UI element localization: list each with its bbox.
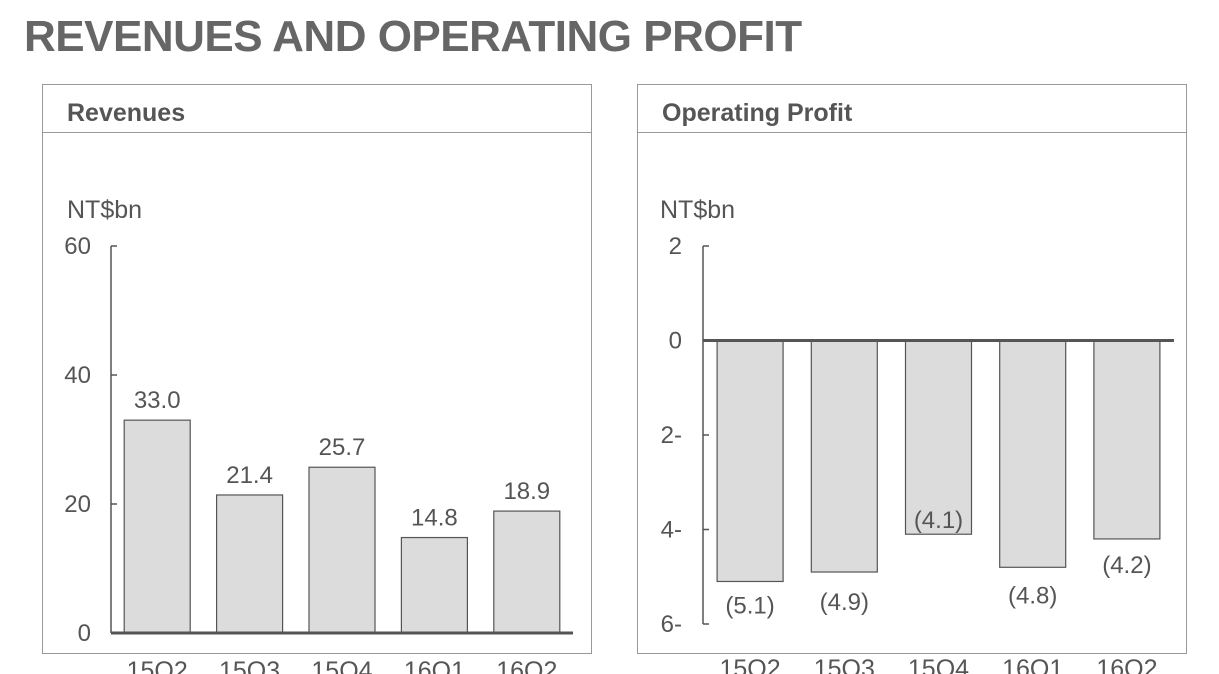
data-label: 25.7 (319, 434, 366, 461)
operating-profit-panel: Operating Profit NT$bn 2 0 2- 4- 6- (5.1) 15Q2 (… (637, 84, 1187, 674)
x-category-label: 15Q2 (127, 657, 188, 674)
data-label: (4.9) (820, 589, 869, 616)
y-tick-label: 2- (661, 422, 682, 449)
y-tick-label: 6- (661, 611, 682, 638)
data-label: (4.2) (1102, 552, 1151, 579)
bar-15Q2 (716, 339, 784, 583)
bar-16Q2 (1093, 339, 1161, 540)
bar-16Q1 (999, 339, 1067, 568)
page-title: REVENUES AND OPERATING PROFIT (24, 12, 802, 61)
x-category-label: 15Q4 (908, 655, 969, 674)
y-axis-unit-label: NT$bn (67, 196, 142, 224)
bar-15Q3 (216, 494, 284, 634)
data-label: (4.8) (1008, 582, 1057, 609)
x-category-label: 15Q2 (720, 655, 781, 674)
bar-15Q4 (308, 466, 376, 634)
y-axis-unit-label: NT$bn (660, 196, 735, 224)
y-tick-label: 20 (64, 491, 91, 518)
y-tick-label: 2 (669, 233, 682, 260)
revenues-chart-area: NT$bn 0 20 40 60 33.0 15Q2 21.4 15Q3 25.7 15Q4 14.8… (43, 133, 591, 674)
data-label: 33.0 (134, 387, 181, 414)
bar-16Q1 (400, 536, 468, 634)
x-category-label: 15Q4 (311, 657, 372, 674)
y-tick-label: 0 (669, 328, 682, 355)
revenues-chart-title: Revenues (43, 85, 591, 133)
revenues-panel: Revenues NT$bn 0 20 40 60 33.0 15Q2 21.4 15Q3 25.… (42, 84, 592, 674)
data-label: 18.9 (503, 478, 550, 505)
y-tick-label: 40 (64, 362, 91, 389)
y-tick-label: 4- (661, 517, 682, 544)
operating-profit-chart-title: Operating Profit (638, 85, 1186, 133)
bar-15Q4 (904, 339, 973, 535)
data-label: (5.1) (725, 592, 774, 619)
y-tick-label: 60 (64, 233, 91, 260)
revenues-chart: NT$bn 0 20 40 60 33.0 15Q2 21.4 15Q3 25.7 15Q4 14.8… (64, 196, 573, 674)
y-tick-label: 0 (78, 620, 91, 647)
x-category-label: 16Q1 (404, 657, 465, 674)
x-category-label: 16Q2 (496, 657, 557, 674)
x-category-label: 15Q3 (219, 657, 280, 674)
operating-profit-chart: NT$bn 2 0 2- 4- 6- (5.1) 15Q2 (4.9) 15Q3 (4.1) 15Q4… (660, 196, 1174, 674)
data-label: 14.8 (411, 505, 458, 532)
x-category-label: 15Q3 (814, 655, 875, 674)
data-label: 21.4 (226, 462, 273, 489)
bar-15Q2 (123, 419, 191, 634)
bar-16Q2 (493, 510, 561, 634)
bar-15Q3 (810, 339, 878, 573)
x-category-label: 16Q1 (1002, 655, 1063, 674)
x-category-label: 16Q2 (1096, 655, 1157, 674)
data-label: (4.1) (914, 507, 963, 534)
operating-profit-chart-area: NT$bn 2 0 2- 4- 6- (5.1) 15Q2 (4.9) 15Q3 (4.1) 15Q4… (638, 133, 1186, 674)
